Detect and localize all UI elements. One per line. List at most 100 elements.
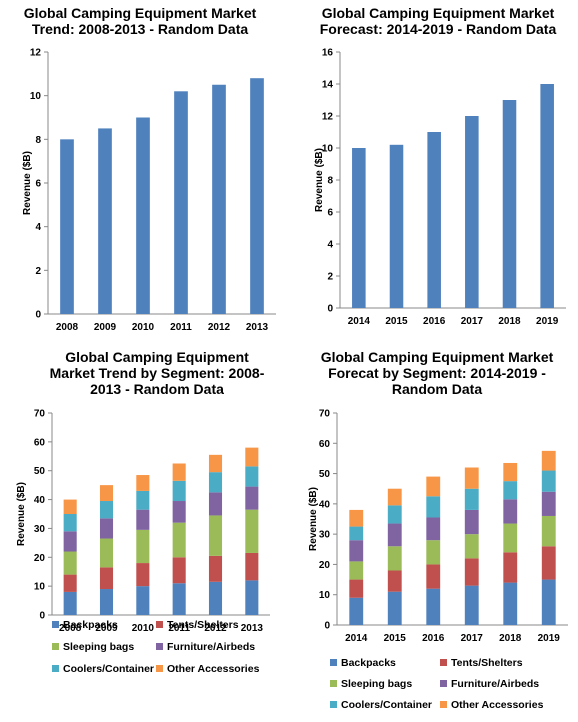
bar-segment-coolers <box>426 496 441 518</box>
x-tick-label: 2015 <box>384 633 407 644</box>
bar <box>98 128 112 314</box>
legend-swatch-coolers <box>52 665 59 672</box>
y-tick-label: 4 <box>35 222 41 233</box>
legend-label: Tents/Shelters <box>451 657 523 669</box>
y-tick-label: 70 <box>34 409 46 420</box>
bar-segment-backpacks <box>136 586 150 615</box>
legend-label: Other Accessories <box>167 663 260 675</box>
bar-segment-tents <box>541 546 556 580</box>
y-tick-label: 2 <box>327 272 333 283</box>
x-tick-label: 2008 <box>56 322 79 333</box>
bar-segment-sleeping <box>172 522 186 558</box>
bar-segment-sleeping <box>503 523 518 553</box>
legend-label: Backpacks <box>341 657 396 669</box>
chart-title-line: Trend: 2008-2013 - Random Data <box>32 21 249 37</box>
legend-swatch-other <box>156 665 163 672</box>
bar-segment-coolers <box>99 501 114 519</box>
bar <box>174 91 188 314</box>
bar-segment-other <box>426 476 441 497</box>
bar <box>212 84 226 314</box>
bar <box>60 139 74 314</box>
y-tick-label: 50 <box>34 466 46 477</box>
y-tick-label: 12 <box>30 48 42 59</box>
bar-segment-tents <box>426 564 441 589</box>
bar-segment-furniture <box>426 517 441 541</box>
legend-swatch-coolers <box>330 701 337 708</box>
bar-segment-furniture <box>172 501 186 523</box>
x-tick-label: 2015 <box>385 316 408 327</box>
bar-segment-sleeping <box>245 509 259 553</box>
chart-title-line: Market Trend by Segment: 2008- <box>50 365 265 381</box>
y-axis-label: Revenue ($B) <box>16 482 27 546</box>
bar <box>427 132 441 308</box>
bar-segment-furniture <box>464 509 479 535</box>
bar <box>540 84 554 308</box>
legend-swatch-furniture <box>440 680 447 687</box>
bar-segment-other <box>63 499 77 514</box>
bar-segment-furniture <box>541 491 556 516</box>
x-tick-label: 2013 <box>246 322 269 333</box>
x-tick-label: 2016 <box>422 633 445 644</box>
legend-label: Other Accessories <box>451 699 544 711</box>
y-axis-label: Revenue ($B) <box>22 151 33 215</box>
legend-swatch-furniture <box>156 643 163 650</box>
y-tick-label: 70 <box>319 409 331 420</box>
bar-segment-other <box>245 447 259 467</box>
x-tick-label: 2014 <box>345 633 368 644</box>
bar-segment-tents <box>172 557 186 584</box>
x-tick-label: 2018 <box>498 316 521 327</box>
bar-segment-tents <box>349 579 364 598</box>
x-tick-label: 2011 <box>170 322 192 333</box>
bar <box>352 148 366 308</box>
y-tick-label: 30 <box>34 524 46 535</box>
bar-segment-tents <box>99 567 114 590</box>
bar-segment-coolers <box>172 480 186 502</box>
bar <box>136 117 150 314</box>
bar <box>502 100 517 308</box>
y-tick-label: 40 <box>319 499 331 510</box>
bar-segment-backpacks <box>387 591 402 625</box>
chart-title-line: Global Camping Equipment Market <box>24 5 257 21</box>
legend-swatch-tents <box>440 659 447 666</box>
legend-label: Furniture/Airbeds <box>451 678 539 690</box>
y-tick-label: 0 <box>327 304 333 315</box>
y-tick-label: 6 <box>35 179 41 190</box>
chart-title-line: Forecat by Segment: 2014-2019 - <box>328 365 546 381</box>
y-tick-label: 14 <box>322 80 334 91</box>
y-tick-label: 16 <box>322 48 334 59</box>
x-tick-label: 2009 <box>94 322 117 333</box>
x-tick-label: 2017 <box>461 316 484 327</box>
chart-legend: Backpacks Tents/Shelters Sleeping bags Furn… <box>330 657 544 711</box>
bar-segment-tents <box>136 563 150 587</box>
y-tick-label: 10 <box>319 590 331 601</box>
x-tick-label: 2013 <box>241 623 264 634</box>
bar-segment-other <box>208 454 223 473</box>
bar-segment-coolers <box>63 514 77 532</box>
bar-segment-sleeping <box>464 534 479 559</box>
bar-segment-tents <box>208 555 223 582</box>
legend-label: Sleeping bags <box>63 641 134 653</box>
y-tick-label: 60 <box>319 439 331 450</box>
y-tick-label: 0 <box>324 621 330 632</box>
bar-segment-coolers <box>387 505 402 524</box>
bar <box>465 116 479 308</box>
bar-segment-backpacks <box>349 597 364 625</box>
x-tick-label: 2011 <box>168 623 190 634</box>
y-tick-label: 4 <box>327 240 333 251</box>
bar-segment-furniture <box>99 518 114 539</box>
bar-segment-backpacks <box>63 591 77 615</box>
bar-segment-other <box>541 450 556 471</box>
y-tick-label: 60 <box>34 437 46 448</box>
bar-segment-backpacks <box>503 582 518 625</box>
legend-swatch-sleeping <box>330 680 337 687</box>
chart-legend: Backpacks Tents/Shelters Sleeping bags Furn… <box>52 619 260 675</box>
chart-title-line: Random Data <box>392 381 482 397</box>
x-tick-label: 2018 <box>499 633 522 644</box>
chart-title-line: 2013 - Random Data <box>90 381 224 397</box>
legend-label: Furniture/Airbeds <box>167 641 255 653</box>
x-tick-label: 2017 <box>461 633 484 644</box>
bar-segment-furniture <box>387 523 402 547</box>
bar-segment-other <box>503 462 518 482</box>
